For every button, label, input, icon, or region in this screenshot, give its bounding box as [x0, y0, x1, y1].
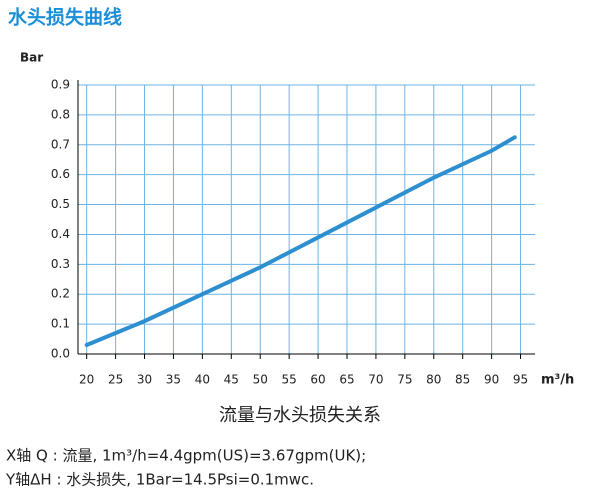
y-tick-label: 0.2: [51, 287, 70, 301]
y-tick-label: 0.3: [51, 257, 70, 271]
y-tick-label: 0.1: [51, 317, 70, 331]
x-tick-label: 80: [426, 373, 441, 387]
note: X轴 Q : 流量, 1m³/h=4.4gpm(US)=3.67gpm(UK);: [6, 447, 366, 465]
x-tick-label: 50: [253, 373, 268, 387]
line: [84, 135, 517, 348]
y-tick-label: 0.7: [51, 137, 70, 151]
x-axis-label: m³/h: [541, 373, 574, 388]
note: Y轴ΔH : 水头损失, 1Bar=14.5Psi=0.1mwc.: [5, 471, 314, 489]
x-tick-label: 25: [108, 373, 123, 387]
y-tick-label: 0.4: [51, 227, 70, 241]
y-tick-label: 0.0: [51, 347, 70, 361]
y-tick-label: 0.6: [51, 167, 70, 181]
chart-title: 水头损失曲线: [8, 6, 122, 29]
x-tick-label: 75: [397, 373, 412, 387]
x-tick-label: 20: [79, 373, 94, 387]
x-tick-label: 55: [282, 373, 297, 387]
x-tick-label: 45: [224, 373, 239, 387]
x-tick-label: 30: [137, 373, 152, 387]
x-tick-label: 95: [513, 373, 528, 387]
caption: 流量与水头损失关系: [219, 405, 381, 426]
x-tick-label: 35: [166, 373, 181, 387]
x-tick-label: 90: [484, 373, 499, 387]
x-tick-label: 65: [339, 373, 354, 387]
y-tick-label: 0.9: [51, 78, 70, 92]
y-tick-label: 0.5: [51, 197, 70, 211]
y-axis-label: Bar: [20, 51, 43, 65]
x-tick-label: 40: [195, 373, 210, 387]
y-tick-label: 0.8: [51, 107, 70, 121]
x-tick-label: 70: [368, 373, 383, 387]
x-tick-label: 60: [310, 373, 325, 387]
x-tick-label: 85: [455, 373, 470, 387]
